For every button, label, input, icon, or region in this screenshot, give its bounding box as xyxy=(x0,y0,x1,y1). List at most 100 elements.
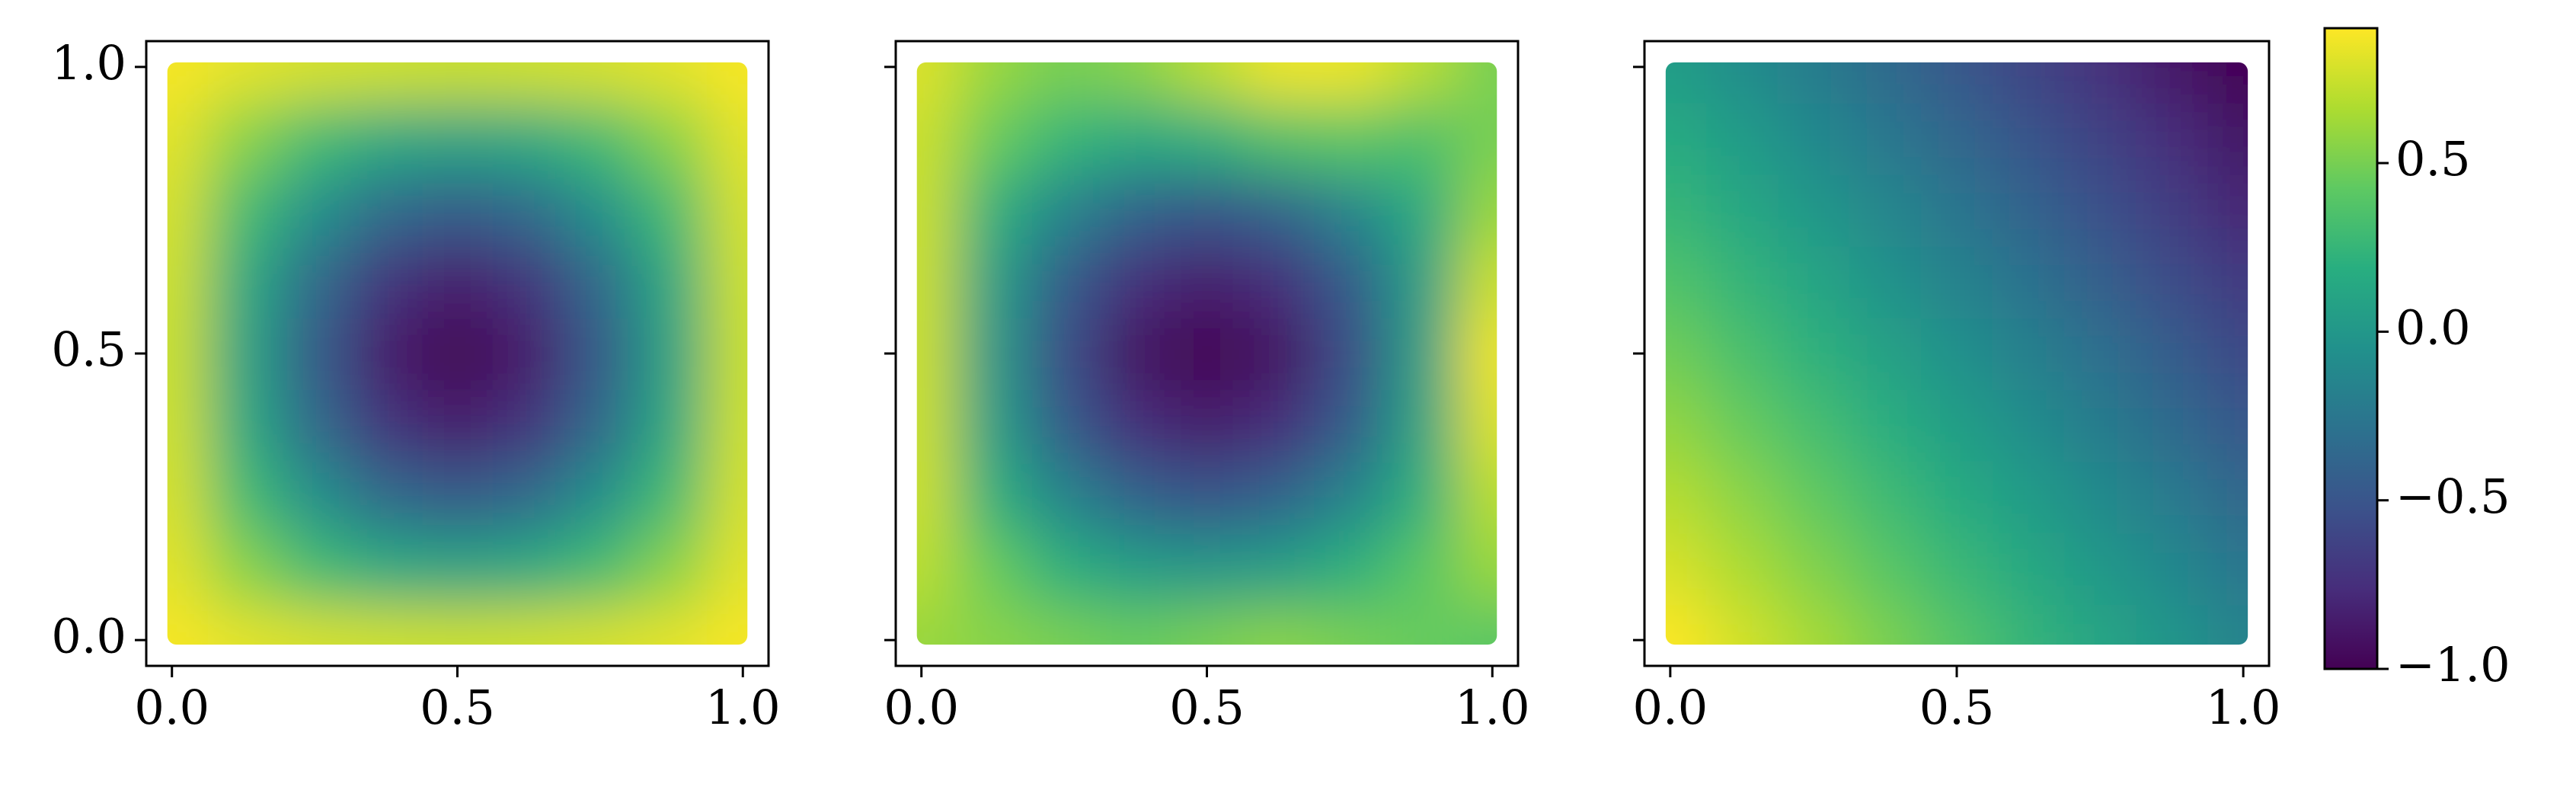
heatmap-cell xyxy=(350,533,423,606)
heatmap-cell xyxy=(167,533,209,606)
colorbar-tick-label: 0.0 xyxy=(2395,299,2471,355)
heatmap-cell xyxy=(1920,389,1994,462)
heatmap-cell xyxy=(493,102,566,175)
heatmap-cell xyxy=(1665,461,1707,534)
colorbar-tick-label: −1.0 xyxy=(2395,637,2510,693)
heatmap-cell xyxy=(1456,245,1497,318)
heatmap-cell xyxy=(957,461,1030,534)
heatmap-cell xyxy=(1242,461,1315,534)
heatmap-cell xyxy=(1242,102,1315,175)
heatmap-cell xyxy=(1028,461,1101,534)
heatmap-cell xyxy=(167,461,209,534)
y-tick-label: 1.0 xyxy=(51,35,126,91)
heatmap-cell xyxy=(1777,102,1850,175)
heatmap-cell xyxy=(1705,317,1779,391)
heatmap-cell xyxy=(957,389,1030,462)
heatmap-cell xyxy=(2064,389,2137,462)
heatmap-cell xyxy=(2207,317,2248,391)
heatmap-cell xyxy=(350,389,423,462)
colorbar xyxy=(2323,27,2379,670)
heatmap-cell xyxy=(1099,533,1172,606)
heatmap-cell xyxy=(1171,245,1244,318)
heatmap-cell xyxy=(1171,102,1244,175)
heatmap-cell xyxy=(1920,102,1994,175)
heatmap-cell xyxy=(1993,174,2066,247)
heatmap-cell xyxy=(957,174,1030,247)
heatmap-cell xyxy=(1705,245,1779,318)
heatmap-cell xyxy=(493,317,566,391)
x-tick-label: 1.0 xyxy=(705,680,781,735)
x-tick-label: 1.0 xyxy=(1455,680,1530,735)
heatmap-cell xyxy=(207,102,280,175)
heatmap-cell xyxy=(350,102,423,175)
heatmap-cell xyxy=(2064,174,2137,247)
heatmap-cell xyxy=(1920,461,1994,534)
heatmap-cell xyxy=(957,317,1030,391)
heatmap-cell xyxy=(1028,245,1101,318)
heatmap-cell xyxy=(916,604,958,645)
heatmap-cell xyxy=(421,245,494,318)
heatmap-cell xyxy=(1993,62,2066,104)
heatmap-cell xyxy=(635,461,708,534)
heatmap-cell xyxy=(1314,461,1386,534)
heatmap-cell xyxy=(279,245,351,318)
heatmap-cell xyxy=(635,62,708,104)
heatmap-cell xyxy=(2064,533,2137,606)
heatmap-cell xyxy=(1993,317,2066,391)
heatmap-cell xyxy=(1099,317,1172,391)
colorbar-tick-label: −0.5 xyxy=(2395,469,2510,524)
heatmap-cell xyxy=(1171,317,1244,391)
heatmap-cell xyxy=(1385,461,1458,534)
heatmap-cell xyxy=(1849,245,1922,318)
heatmap-cell xyxy=(1385,533,1458,606)
heatmap-cell xyxy=(1705,533,1779,606)
heatmap-cell xyxy=(1920,62,1994,104)
heatmap-cells xyxy=(1665,62,2248,645)
heatmap-cell xyxy=(1242,245,1315,318)
heatmap-cell xyxy=(707,62,748,104)
heatmap-cell xyxy=(167,174,209,247)
heatmap-cell xyxy=(1849,533,1922,606)
heatmap-cell xyxy=(2064,317,2137,391)
heatmap-cell xyxy=(2136,317,2209,391)
heatmap-cell xyxy=(350,245,423,318)
heatmap-cell xyxy=(707,317,748,391)
heatmap-cell xyxy=(2136,245,2209,318)
heatmap-cell xyxy=(1171,604,1244,645)
heatmap-cell xyxy=(707,533,748,606)
heatmap-cell xyxy=(2136,461,2209,534)
heatmap-cell xyxy=(1705,102,1779,175)
colorbar-tick-label: 0.5 xyxy=(2395,131,2471,187)
heatmap-cell xyxy=(1099,389,1172,462)
heatmap-cell xyxy=(1456,174,1497,247)
heatmap-cell xyxy=(421,389,494,462)
heatmap-cell xyxy=(1920,174,1994,247)
heatmap-cell xyxy=(564,62,637,104)
heatmap-cell xyxy=(1385,389,1458,462)
heatmap-cell xyxy=(1171,461,1244,534)
heatmap xyxy=(167,62,748,645)
heatmap-cell xyxy=(207,533,280,606)
heatmap-cell xyxy=(1849,317,1922,391)
heatmap-cell xyxy=(2136,62,2209,104)
heatmap-cell xyxy=(1028,62,1101,104)
heatmap-cell xyxy=(957,245,1030,318)
heatmap-cell xyxy=(1385,245,1458,318)
heatmap-cell xyxy=(167,604,209,645)
heatmap-cell xyxy=(1456,102,1497,175)
heatmap-cell xyxy=(1777,317,1850,391)
heatmap-cell xyxy=(167,102,209,175)
x-tick-label: 0.5 xyxy=(1919,680,1995,735)
heatmap-cell xyxy=(1777,461,1850,534)
heatmap-cell xyxy=(916,174,958,247)
heatmap-cell xyxy=(1242,62,1315,104)
heatmap-cell xyxy=(2136,102,2209,175)
heatmap-cell xyxy=(1314,389,1386,462)
heatmap-cell xyxy=(1171,62,1244,104)
heatmap-cell xyxy=(1456,389,1497,462)
heatmap-cell xyxy=(564,102,637,175)
heatmap-cell xyxy=(635,174,708,247)
heatmap-cell xyxy=(1314,317,1386,391)
heatmap-cells xyxy=(916,62,1497,645)
